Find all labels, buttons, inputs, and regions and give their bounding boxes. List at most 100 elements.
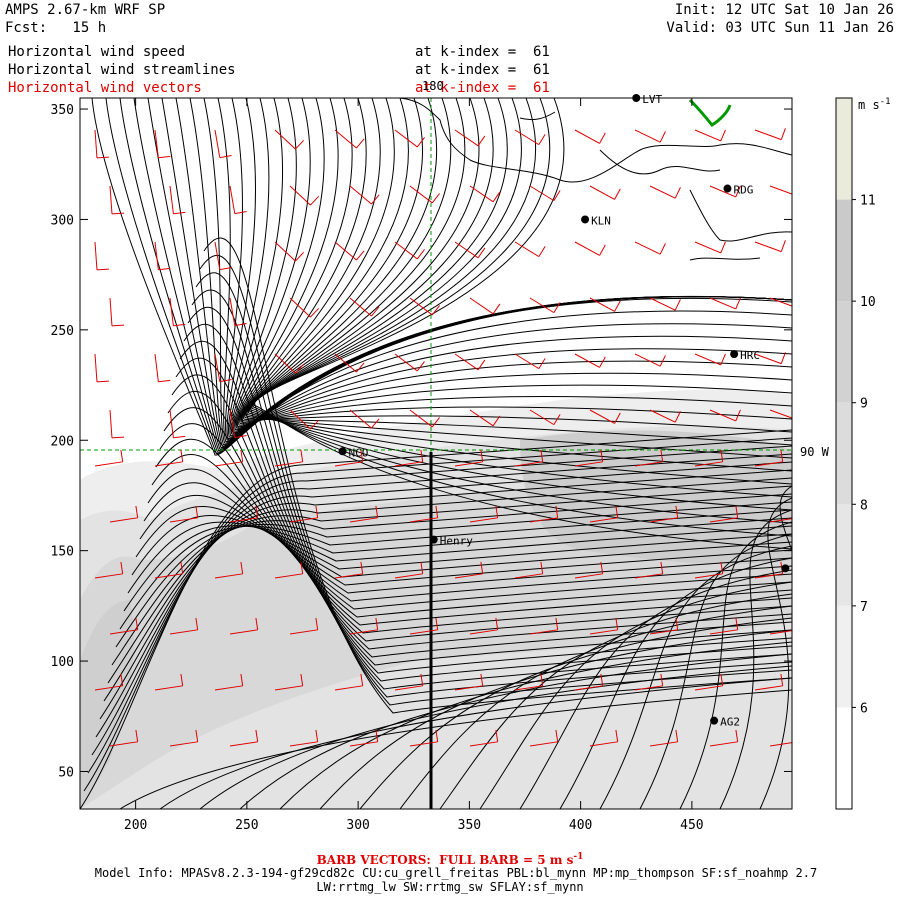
wind-barb-flag (96, 380, 109, 383)
barb-legend: BARB VECTORS: FULL BARB = 5 m s-1 (316, 852, 584, 867)
streamline (191, 289, 792, 690)
streamline (239, 653, 792, 809)
wind-barb-shaft (169, 629, 198, 635)
wind-barb-flag (480, 561, 484, 574)
wind-barb-shaft (229, 409, 236, 438)
wind-barb-flag (780, 673, 784, 686)
wind-barb-flag (614, 300, 621, 312)
wind-barb-shaft (454, 241, 479, 259)
wind-barb-shaft (109, 185, 113, 214)
y-tick-label: 200 (51, 434, 74, 449)
wind-barb-flag (674, 187, 681, 199)
valid-time: Valid: 03 UTC Sun 11 Jan 26 (666, 20, 894, 36)
wind-barb-shaft (274, 241, 296, 262)
wind-barb-flag (135, 617, 139, 630)
wind-barb-shaft (409, 517, 438, 523)
wind-barb-shaft (154, 353, 159, 382)
wind-barb-flag (180, 449, 184, 462)
wind-barb-flag (480, 449, 484, 462)
wind-barb-shaft (154, 573, 183, 579)
streamline (127, 521, 792, 594)
wind-barb-shaft (709, 741, 738, 747)
x-tick-label: 450 (680, 818, 703, 833)
station-label: Henry (440, 535, 473, 548)
streamline (163, 407, 792, 634)
y-axis: 350 300 250 200 150 100 50 (51, 103, 792, 780)
wind-barb-shaft (634, 573, 663, 579)
wind-barb-shaft (274, 573, 303, 579)
streamline (111, 493, 792, 666)
wind-barb-shaft (394, 241, 418, 260)
wind-barb-flag (240, 561, 244, 574)
wind-barb-flag (240, 673, 244, 686)
wind-barb-shaft (229, 297, 236, 326)
wind-barb-shaft (94, 241, 98, 270)
wind-barb-flag (780, 240, 786, 252)
station-label: HRC (740, 349, 760, 362)
wind-barb-flag (495, 729, 499, 742)
wind-barb-flag (180, 673, 184, 686)
x-tick-label: 400 (569, 818, 592, 833)
wind-barb-shaft (589, 409, 615, 424)
streamline (87, 445, 792, 774)
wind-barb-shaft (469, 297, 494, 315)
streamline (251, 98, 792, 524)
init-time: Init: 12 UTC Sat 10 Jan 26 (674, 2, 894, 18)
wind-barb-shaft (394, 353, 418, 372)
wind-barb-flag (538, 358, 546, 369)
y-tick-label: 350 (51, 103, 74, 118)
field-level-speed: at k-index = 61 (415, 44, 550, 60)
wind-barb-flag (615, 505, 619, 518)
wind-barb-flag (180, 561, 184, 574)
wind-barb-flag (735, 729, 739, 742)
wind-barb-shaft (214, 685, 243, 691)
wind-barb-shaft (754, 241, 782, 253)
colorbar: 11 10 9 8 7 6 (835, 97, 876, 810)
streamline (83, 437, 792, 792)
wind-barb-shaft (589, 185, 615, 200)
wind-barb-flag (219, 379, 232, 383)
streamline (235, 98, 792, 429)
wind-barb-shaft (169, 185, 174, 214)
streamline (639, 533, 792, 809)
wind-barb-shaft (349, 741, 378, 747)
wind-barb-flag (416, 361, 425, 372)
x-axis: 200 250 300 350 400 450 (124, 98, 704, 833)
wind-barb-shaft (574, 461, 603, 467)
wind-barb-flag (553, 414, 561, 425)
wind-barb-shaft (529, 629, 558, 635)
wind-barb-flag (96, 268, 109, 271)
colorbar-tick-label: 8 (860, 498, 868, 513)
colorbar-segment (836, 98, 852, 200)
streamline (245, 98, 792, 459)
wind-barb-shaft (349, 517, 378, 523)
wind-barb-shaft (409, 629, 438, 635)
streamline (759, 497, 792, 809)
station-marker (581, 215, 590, 224)
wind-barb-shaft (694, 573, 723, 579)
wind-barb-shaft (274, 461, 303, 467)
wind-barb-flag (111, 436, 124, 439)
wind-barb-flag (420, 561, 424, 574)
wind-barb-flag (158, 379, 171, 383)
wind-barb-shaft (514, 685, 543, 691)
station-label: KLN (591, 214, 611, 227)
wind-barb-shaft (94, 461, 123, 467)
streamline (279, 641, 792, 809)
streamline (147, 468, 792, 602)
wind-barb-flag (659, 243, 666, 255)
wind-barb-shaft (694, 685, 723, 691)
wind-barb-flag (255, 617, 259, 630)
wind-barb-flag (615, 617, 619, 630)
wind-barb-flag (295, 139, 305, 150)
wind-barb-flag (120, 673, 124, 686)
wind-barb-shaft (754, 461, 783, 467)
wind-barb-flag (431, 417, 440, 428)
wind-barb-flag (599, 356, 606, 368)
wind-barb-shaft (229, 185, 236, 214)
wind-barb-shaft (529, 297, 555, 314)
streamline (233, 98, 792, 432)
station-marker (429, 535, 438, 544)
wind-barb-flag (659, 131, 666, 143)
wind-barb-flag (360, 449, 364, 462)
